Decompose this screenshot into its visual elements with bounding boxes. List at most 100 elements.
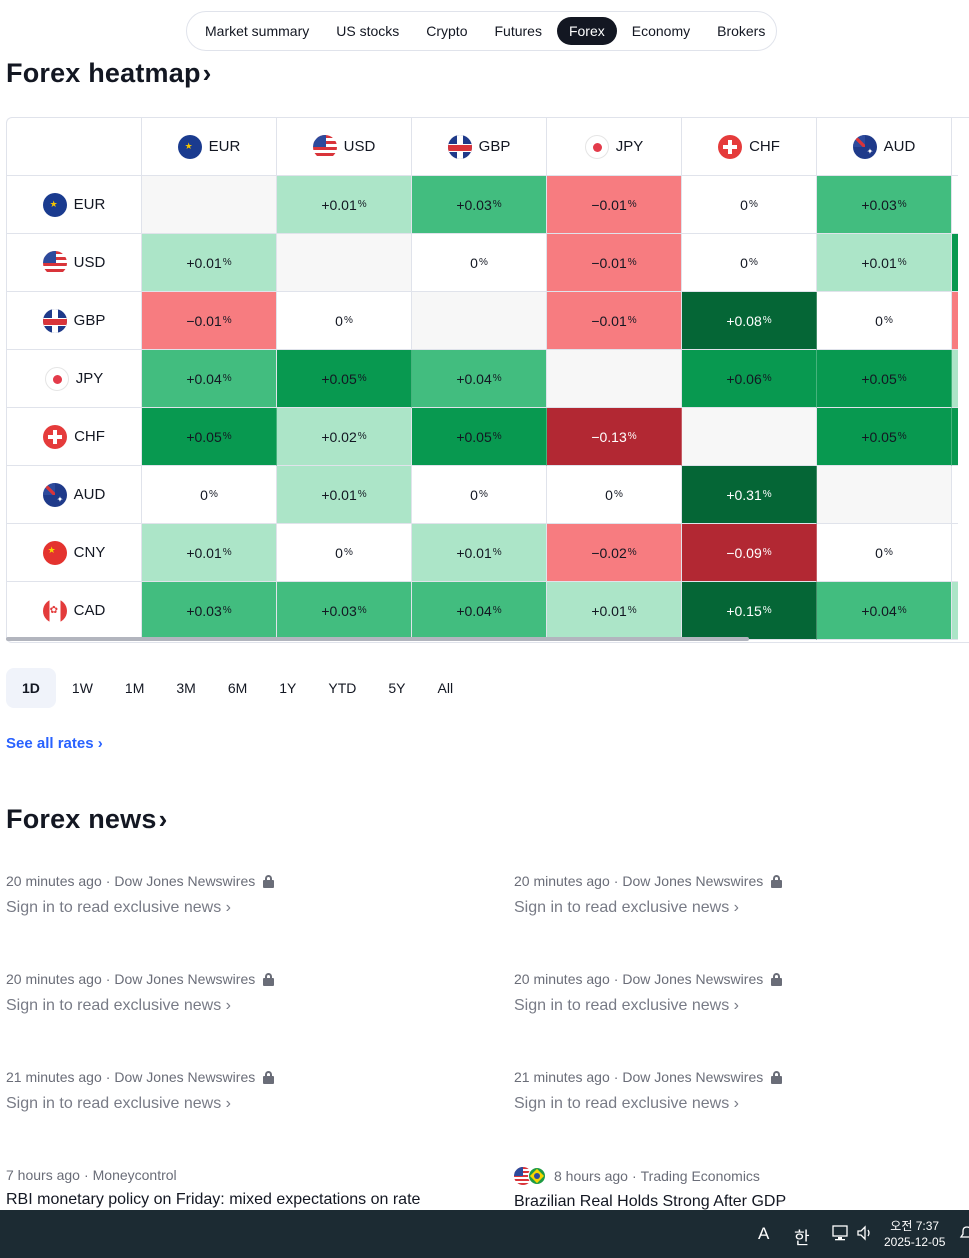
heatmap-cell[interactable]: +0.03% [142, 582, 277, 640]
heatmap-cell[interactable]: −0.01% [547, 176, 682, 234]
heatmap-cell[interactable]: +0.01% [277, 176, 412, 234]
heatmap-cell[interactable]: 0% [142, 466, 277, 524]
heatmap-cell[interactable]: −0.13% [547, 408, 682, 466]
heatmap-cell[interactable]: −0.01% [142, 292, 277, 350]
news-item[interactable]: 20 minutes ago · Dow Jones Newswires Sign i… [6, 971, 446, 1015]
heatmap-cell[interactable]: 0% [682, 234, 817, 292]
period-all[interactable]: All [437, 680, 454, 696]
news-item[interactable]: 20 minutes ago · Dow Jones Newswires Sign i… [514, 873, 954, 917]
heatmap-cell[interactable]: +0.03% [412, 176, 547, 234]
heatmap-col-header[interactable]: USD [277, 118, 412, 176]
heatmap-cell[interactable]: +0.01% [817, 234, 952, 292]
heatmap-cell[interactable]: +0.05% [412, 408, 547, 466]
currency-label-gbp: GBP [42, 308, 105, 333]
news-headline[interactable]: Sign in to read exclusive news › [514, 1095, 954, 1113]
heatmap-cell[interactable]: +0.04% [817, 582, 952, 640]
nav-tab-crypto[interactable]: Crypto [426, 23, 468, 39]
news-item[interactable]: 20 minutes ago · Dow Jones Newswires Sign i… [514, 971, 954, 1015]
separator-dot: · [613, 1069, 619, 1085]
heatmap-row-header[interactable]: USD [7, 234, 142, 292]
heatmap-scrollbar[interactable] [6, 637, 749, 641]
heatmap-col-header[interactable]: JPY [547, 118, 682, 176]
heatmap-cell[interactable]: +0.04% [412, 582, 547, 640]
heatmap-cell[interactable]: +0.01% [547, 582, 682, 640]
notification-icon[interactable] [958, 1225, 969, 1241]
heatmap-cell[interactable]: −0.01% [547, 234, 682, 292]
period-1d[interactable]: 1D [6, 668, 56, 708]
news-item[interactable]: 20 minutes ago · Dow Jones Newswires Sign i… [6, 873, 446, 917]
news-item[interactable]: 21 minutes ago · Dow Jones Newswires Sign i… [6, 1069, 446, 1113]
taskbar-clock[interactable]: 오전 7:37 2025-12-05 [884, 1218, 945, 1250]
heatmap-cell[interactable]: +0.01% [142, 234, 277, 292]
heatmap-title[interactable]: Forex heatmap› [6, 58, 212, 89]
heatmap-cell[interactable]: +0.02% [277, 408, 412, 466]
heatmap-cell[interactable]: −0.01% [547, 292, 682, 350]
period-ytd[interactable]: YTD [328, 680, 357, 696]
news-title[interactable]: Forex news› [6, 804, 167, 835]
heatmap-row-header[interactable]: EUR [7, 176, 142, 234]
heatmap-col-header[interactable]: GBP [412, 118, 547, 176]
nav-tab-economy[interactable]: Economy [631, 23, 691, 39]
period-1m[interactable]: 1M [124, 680, 145, 696]
volume-icon[interactable] [856, 1225, 874, 1241]
heatmap-col-header[interactable]: CHF [682, 118, 817, 176]
news-item[interactable]: 8 hours ago · Trading Economics Brazilian R… [514, 1167, 954, 1211]
heatmap-cell[interactable]: +0.15% [682, 582, 817, 640]
heatmap-cell[interactable]: +0.05% [817, 408, 952, 466]
nav-tab-us-stocks[interactable]: US stocks [336, 23, 400, 39]
heatmap-cell[interactable]: +0.05% [142, 408, 277, 466]
period-5y[interactable]: 5Y [388, 680, 406, 696]
heatmap-cell[interactable]: +0.04% [412, 350, 547, 408]
heatmap-cell[interactable]: +0.01% [277, 466, 412, 524]
heatmap-cell[interactable]: +0.05% [277, 350, 412, 408]
heatmap-cell[interactable]: −0.02% [547, 524, 682, 582]
heatmap-cell[interactable]: +0.31% [682, 466, 817, 524]
heatmap-cell[interactable]: 0% [817, 524, 952, 582]
heatmap-col-header[interactable]: EUR [142, 118, 277, 176]
network-icon[interactable] [832, 1225, 850, 1241]
heatmap-cell[interactable]: 0% [412, 466, 547, 524]
news-headline[interactable]: Sign in to read exclusive news › [6, 997, 446, 1015]
news-headline[interactable]: RBI monetary policy on Friday: mixed exp… [6, 1191, 446, 1209]
heatmap-cell[interactable]: 0% [277, 292, 412, 350]
heatmap-cell[interactable]: 0% [817, 292, 952, 350]
news-item[interactable]: 7 hours ago · Moneycontrol RBI monetary pol… [6, 1167, 446, 1209]
heatmap-row-header[interactable]: CNY [7, 524, 142, 582]
heatmap-cell[interactable]: +0.01% [142, 524, 277, 582]
heatmap-cell[interactable]: 0% [547, 466, 682, 524]
heatmap-cell[interactable]: 0% [682, 176, 817, 234]
heatmap-row-header[interactable]: AUD [7, 466, 142, 524]
news-headline[interactable]: Sign in to read exclusive news › [6, 1095, 446, 1113]
heatmap-cell[interactable]: 0% [412, 234, 547, 292]
news-headline[interactable]: Sign in to read exclusive news › [6, 899, 446, 917]
nav-tab-futures[interactable]: Futures [494, 23, 542, 39]
nav-tab-market-summary[interactable]: Market summary [205, 23, 310, 39]
ime-mode-a[interactable]: A [758, 1224, 770, 1243]
news-headline[interactable]: Sign in to read exclusive news › [514, 997, 954, 1015]
heatmap-cell[interactable]: +0.03% [277, 582, 412, 640]
heatmap-cell[interactable]: +0.06% [682, 350, 817, 408]
period-1w[interactable]: 1W [71, 680, 93, 696]
news-item[interactable]: 21 minutes ago · Dow Jones Newswires Sign i… [514, 1069, 954, 1113]
heatmap-col-header[interactable]: AUD [817, 118, 952, 176]
heatmap-cell[interactable]: +0.03% [817, 176, 952, 234]
see-all-rates-link[interactable]: See all rates › [6, 735, 103, 752]
nav-tab-forex[interactable]: Forex [556, 17, 617, 45]
heatmap-cell[interactable]: +0.08% [682, 292, 817, 350]
period-1y[interactable]: 1Y [279, 680, 297, 696]
ime-mode-hangul[interactable]: 한 [794, 1229, 810, 1248]
heatmap-cell[interactable]: +0.01% [412, 524, 547, 582]
news-headline[interactable]: Brazilian Real Holds Strong After GDP [514, 1193, 954, 1211]
period-6m[interactable]: 6M [227, 680, 248, 696]
heatmap-row-header[interactable]: CHF [7, 408, 142, 466]
heatmap-cell[interactable]: −0.09% [682, 524, 817, 582]
heatmap-cell[interactable]: +0.04% [142, 350, 277, 408]
period-3m[interactable]: 3M [176, 680, 196, 696]
heatmap-cell[interactable]: 0% [277, 524, 412, 582]
heatmap-row-header[interactable]: JPY [7, 350, 142, 408]
heatmap-cell[interactable]: +0.05% [817, 350, 952, 408]
nav-tab-brokers[interactable]: Brokers [717, 23, 766, 39]
heatmap-row-header[interactable]: GBP [7, 292, 142, 350]
heatmap-row-header[interactable]: CAD [7, 582, 142, 640]
news-headline[interactable]: Sign in to read exclusive news › [514, 899, 954, 917]
